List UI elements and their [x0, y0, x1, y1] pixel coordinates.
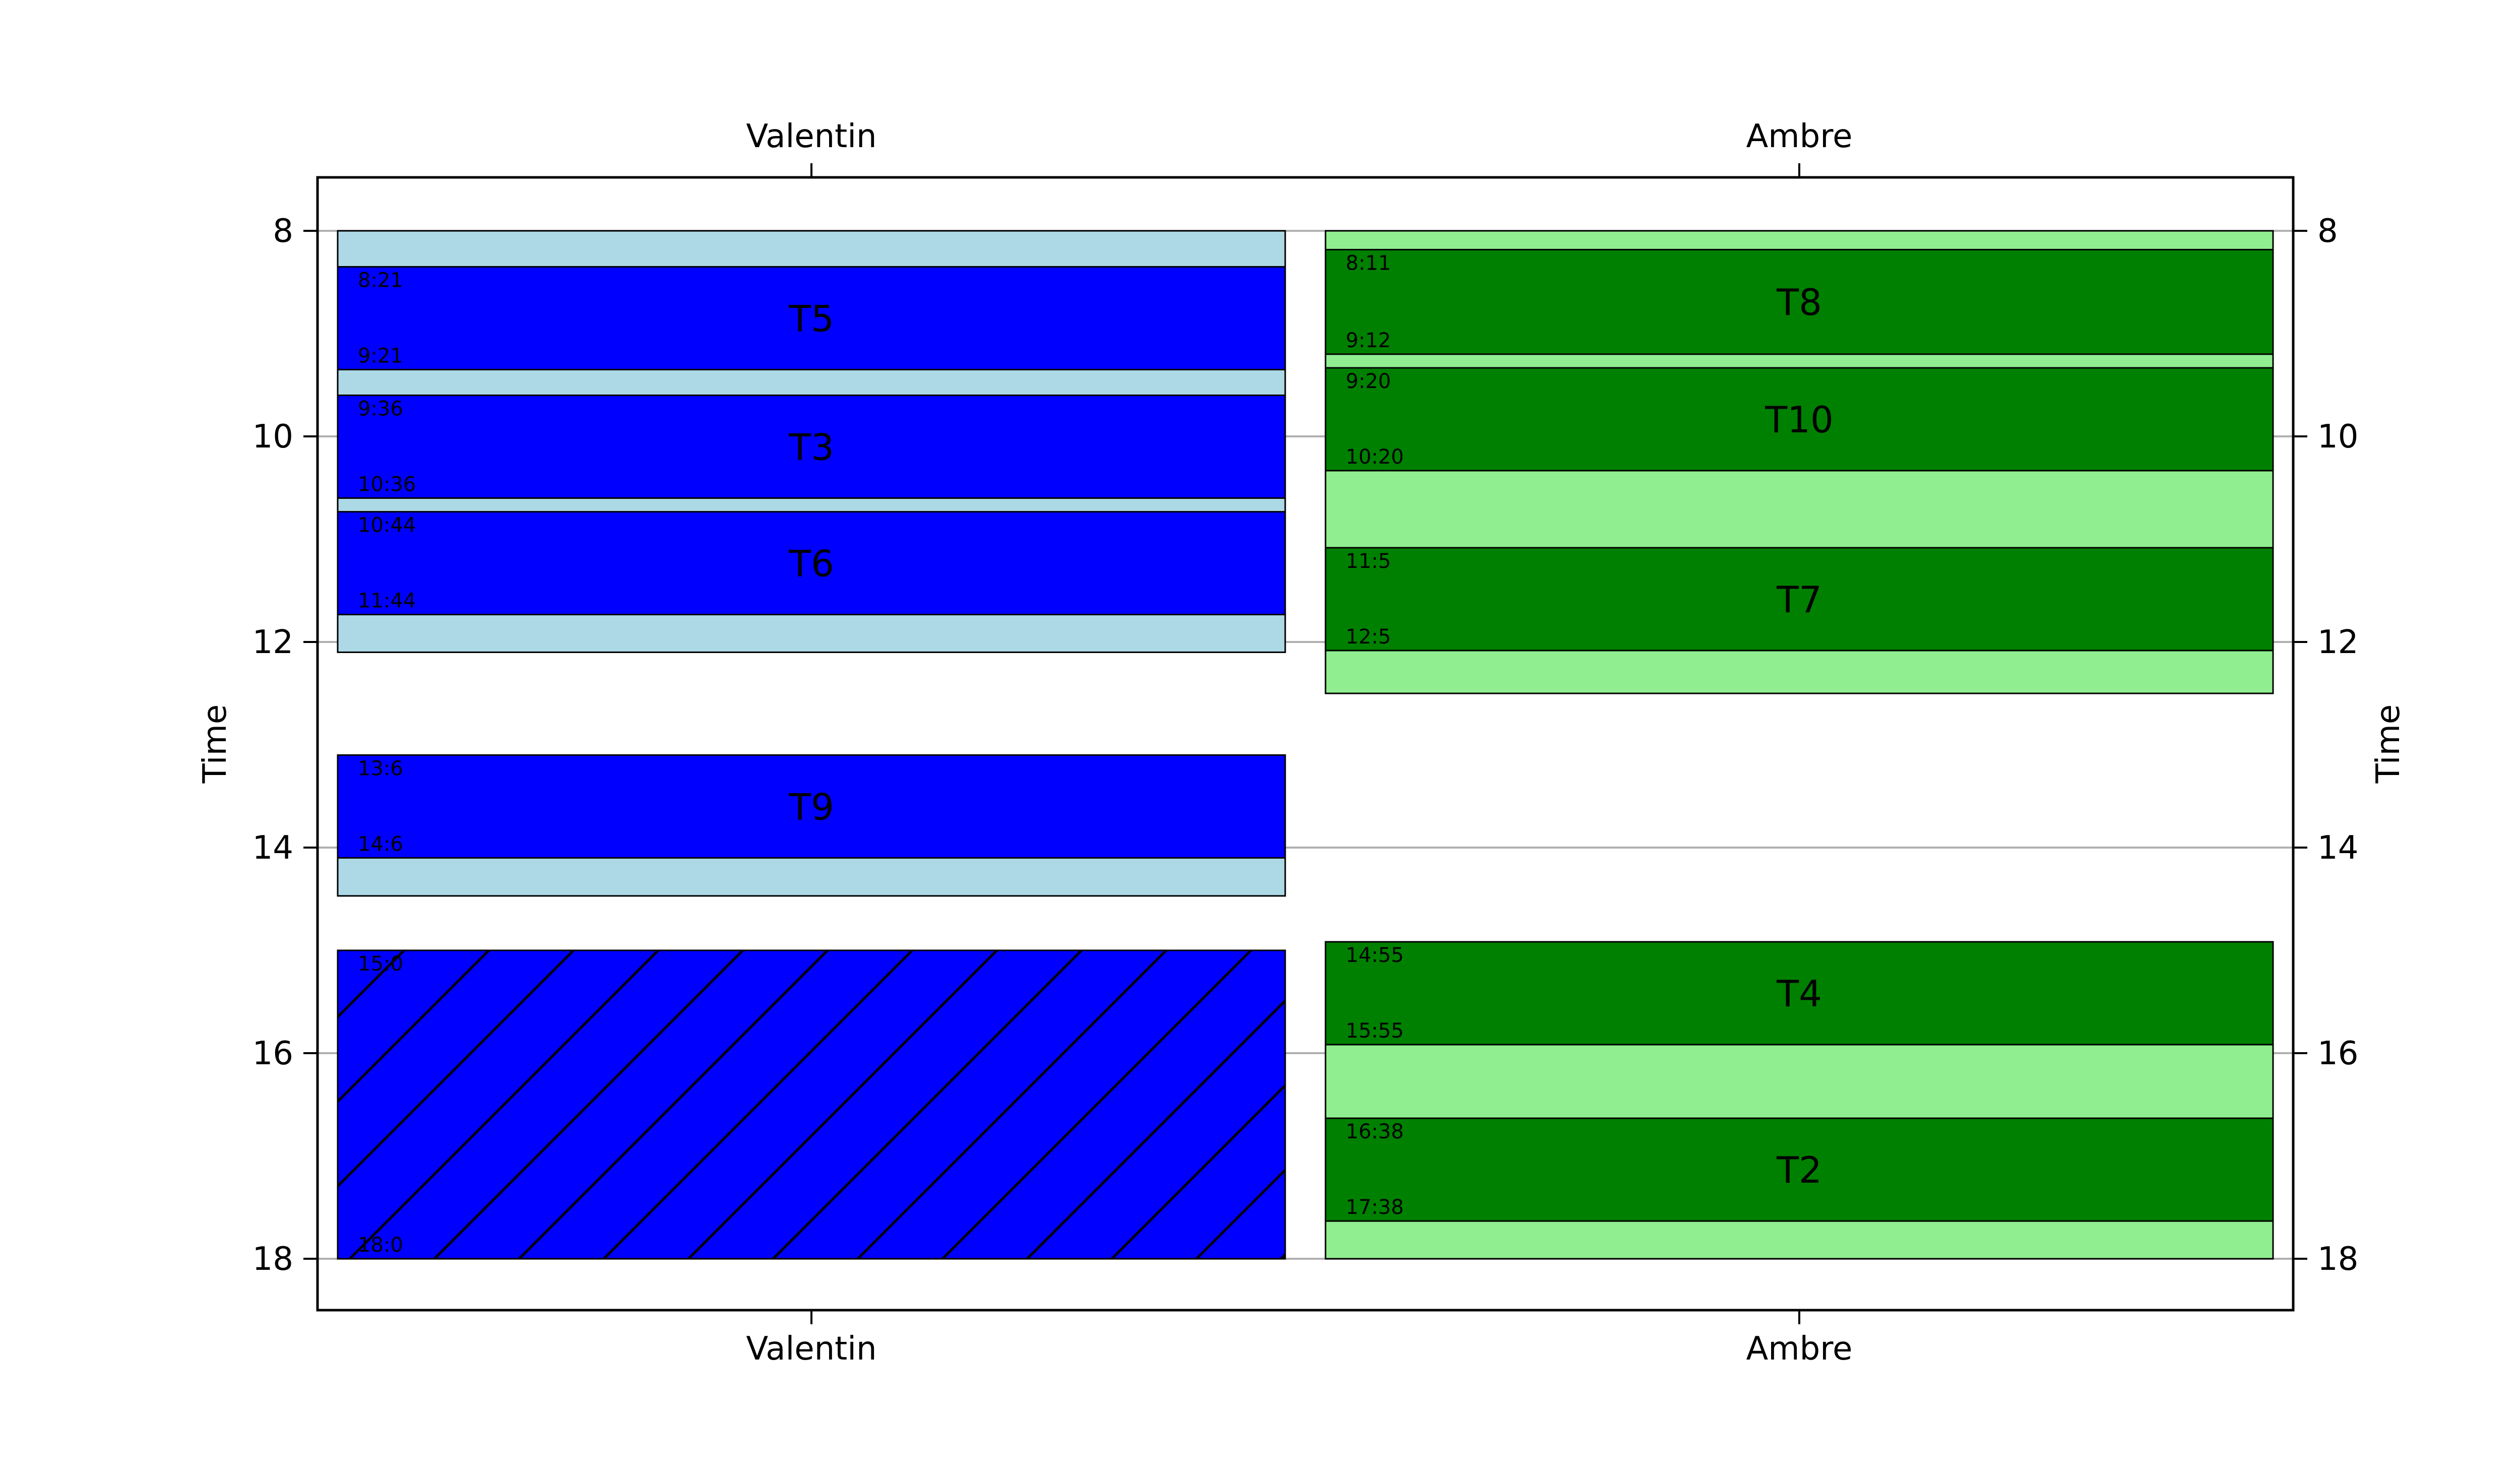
bars: T5 8:21 9:21 T3 9:36 10:36 T6 10:44 11:44 T9 13:6 1… [337, 230, 2274, 1260]
plot-border [316, 176, 2295, 1312]
x-tick-label-bottom-ambre: Ambre [1746, 1330, 1852, 1368]
end-time-label: 12:5 [1346, 625, 1391, 649]
y-tick-label-right: 18 [2317, 1241, 2358, 1278]
start-time-label: 13:6 [358, 757, 403, 780]
start-time-label: 15:0 [358, 952, 403, 976]
task-bar-t3 [337, 394, 1286, 499]
y-tick-label-right: 12 [2317, 624, 2358, 661]
y-axis-label-left: Time [197, 704, 234, 784]
task-label-t3: T3 [788, 426, 834, 468]
start-time-label: 10:44 [358, 514, 416, 537]
task-label-t8: T8 [1776, 281, 1822, 324]
start-time-label: 8:11 [1346, 251, 1391, 275]
task-bar-hatched [337, 949, 1286, 1260]
end-time-label: 9:21 [358, 344, 403, 367]
y-tick-label-right: 8 [2317, 213, 2338, 250]
end-time-label: 17:38 [1346, 1196, 1404, 1219]
end-time-label: 10:36 [358, 473, 416, 496]
task-label-t9: T9 [788, 786, 834, 828]
y-tick-label-left: 12 [253, 624, 293, 661]
task-bar-t6 [337, 511, 1286, 616]
start-time-label: 8:21 [358, 269, 403, 292]
task-bar-t10 [1325, 367, 2274, 472]
y-tick-label-left: 14 [253, 829, 293, 867]
x-tick-label-top-valentin: Valentin [746, 118, 876, 155]
y-tick-label-left: 16 [253, 1035, 293, 1072]
task-bar-t7 [1325, 547, 2274, 652]
y-tick-label-left: 10 [253, 418, 293, 456]
task-label-t2: T2 [1776, 1149, 1822, 1191]
task-bar-t2 [1325, 1117, 2274, 1222]
task-bar-t4 [1325, 941, 2274, 1046]
x-tick-label-bottom-valentin: Valentin [746, 1330, 876, 1368]
y-tick-label-right: 14 [2317, 829, 2358, 867]
plot-frame [316, 176, 2295, 1312]
end-time-label: 18:0 [358, 1234, 403, 1257]
task-label-t6: T6 [788, 543, 834, 585]
task-bar-t8 [1325, 248, 2274, 355]
y-tick-label-right: 16 [2317, 1035, 2358, 1072]
task-label-t4: T4 [1776, 973, 1822, 1015]
end-time-label: 10:20 [1346, 445, 1404, 469]
task-label-t5: T5 [788, 297, 834, 340]
y-tick-label-left: 8 [273, 213, 293, 250]
y-tick-label-right: 10 [2317, 418, 2358, 456]
end-time-label: 15:55 [1346, 1019, 1404, 1043]
start-time-label: 9:36 [358, 397, 403, 420]
y-axis-label-right: Time [2370, 704, 2407, 784]
start-time-label: 16:38 [1346, 1120, 1404, 1143]
axes: 8 8 10 10 12 12 14 14 16 16 18 18 Valentin Valentin Am… [197, 118, 2407, 1368]
start-time-label: 9:20 [1346, 370, 1391, 393]
task-label-t10: T10 [1765, 399, 1834, 441]
end-time-label: 11:44 [358, 590, 416, 613]
task-bar-t5 [337, 266, 1286, 370]
start-time-label: 11:5 [1346, 550, 1391, 573]
start-time-label: 14:55 [1346, 944, 1404, 967]
task-bar-t9 [337, 754, 1286, 859]
end-time-label: 14:6 [358, 832, 403, 856]
end-time-label: 9:12 [1346, 329, 1391, 352]
task-label-t7: T7 [1776, 578, 1822, 621]
y-tick-label-left: 18 [253, 1241, 293, 1278]
x-tick-label-top-ambre: Ambre [1746, 118, 1852, 155]
